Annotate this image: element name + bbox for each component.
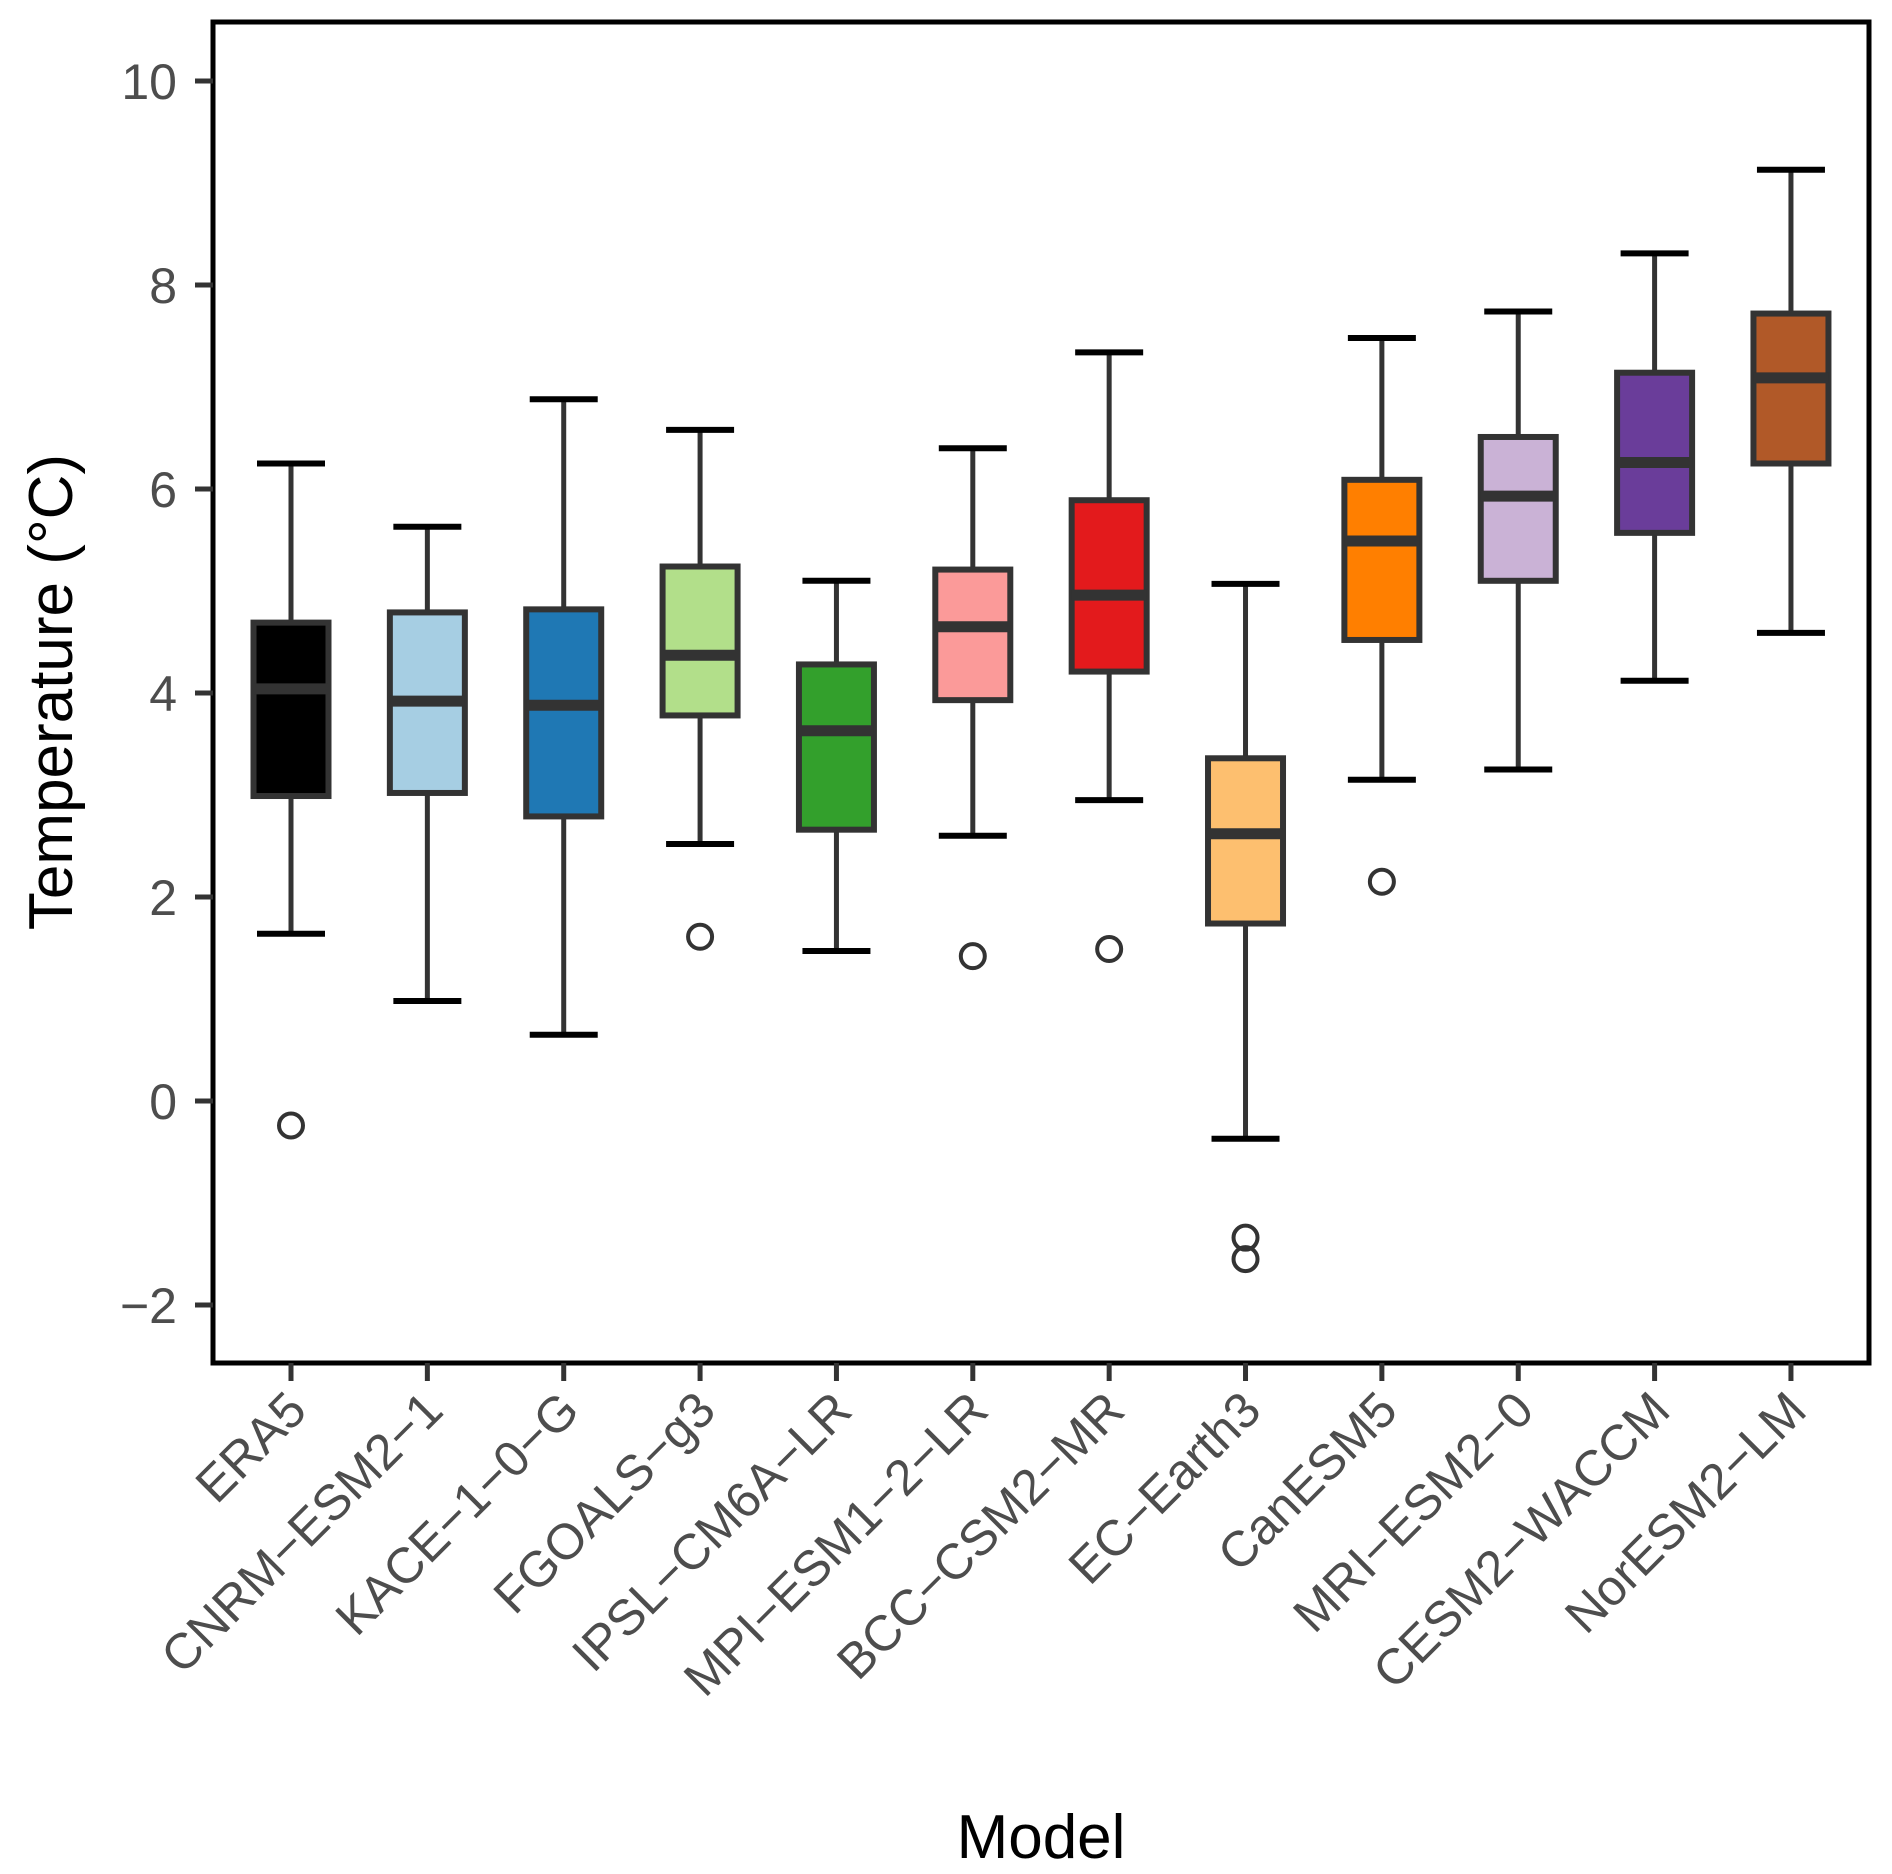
y-tick-label: 10 — [121, 54, 177, 110]
iqr-box — [1477, 433, 1559, 584]
x-axis-title: Model — [957, 1803, 1126, 1872]
x-axis: ERA5CNRM−ESM2−1KACE−1−0−GFGOALS−g3IPSL−C… — [150, 1363, 1817, 1707]
y-tick-label: 6 — [149, 462, 177, 518]
x-tick-label: ERA5 — [185, 1381, 317, 1513]
box-group-era5 — [250, 460, 332, 1140]
x-tick-label: NorESM2−LM — [1554, 1381, 1817, 1644]
box-group-mri-esm2-0 — [1477, 308, 1559, 773]
outlier-point — [277, 1111, 305, 1140]
iqr-box — [795, 661, 877, 833]
iqr-box — [1068, 497, 1150, 675]
outlier-point — [1231, 1245, 1260, 1274]
plot-marks — [250, 166, 1832, 1274]
box-group-canesm5 — [1341, 335, 1423, 896]
box-group-noresm2-lm — [1750, 166, 1832, 636]
y-tick-label: 2 — [149, 870, 177, 926]
iqr-box — [523, 606, 605, 820]
y-axis: −2 0 2 4 6 8 10 — [120, 54, 213, 1334]
iqr-box — [932, 566, 1014, 704]
iqr-box — [1205, 755, 1287, 927]
iqr-box — [1614, 369, 1696, 536]
box-group-ipsl-cm6a-lr — [795, 577, 877, 955]
x-tick-label: MRI−ESM2−0 — [1282, 1381, 1544, 1643]
y-tick-label: 4 — [149, 666, 177, 722]
iqr-box — [1341, 476, 1423, 643]
box-group-ec-earth3 — [1205, 580, 1287, 1274]
box-group-kace-1-0-g — [523, 396, 605, 1038]
y-tick-label: 8 — [149, 258, 177, 314]
outlier-point — [1367, 867, 1396, 896]
outlier-point — [686, 922, 715, 951]
y-tick-label: −2 — [120, 1278, 177, 1334]
box-group-cesm2-waccm — [1614, 250, 1696, 684]
y-tick-label: 0 — [149, 1074, 177, 1130]
box-group-mpi-esm1-2-lr — [932, 445, 1014, 971]
box-group-cnrm-esm2-1 — [386, 523, 468, 1005]
iqr-box — [250, 619, 332, 800]
outlier-point — [1231, 1223, 1260, 1252]
box-group-bcc-csm2-mr — [1068, 349, 1150, 964]
x-tick-label: KACE−1−0−G — [325, 1381, 590, 1646]
outlier-point — [958, 942, 987, 971]
outlier-point — [1095, 935, 1124, 964]
box-group-fgoals-g3 — [659, 426, 741, 951]
iqr-box — [1750, 310, 1832, 467]
iqr-box — [659, 563, 741, 719]
y-axis-title: Temperature (°C) — [17, 454, 86, 930]
